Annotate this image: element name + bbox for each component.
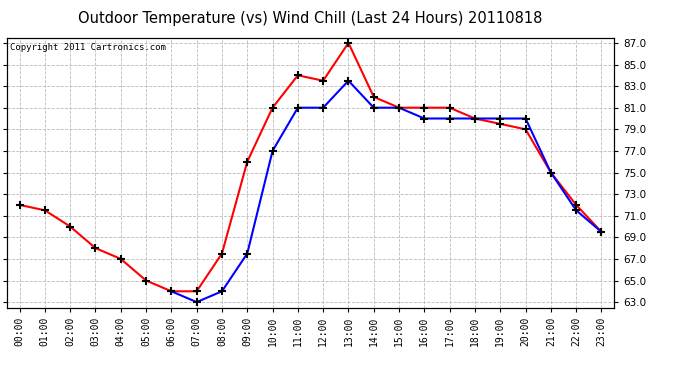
Text: Copyright 2011 Cartronics.com: Copyright 2011 Cartronics.com (10, 43, 166, 52)
Text: Outdoor Temperature (vs) Wind Chill (Last 24 Hours) 20110818: Outdoor Temperature (vs) Wind Chill (Las… (78, 11, 543, 26)
